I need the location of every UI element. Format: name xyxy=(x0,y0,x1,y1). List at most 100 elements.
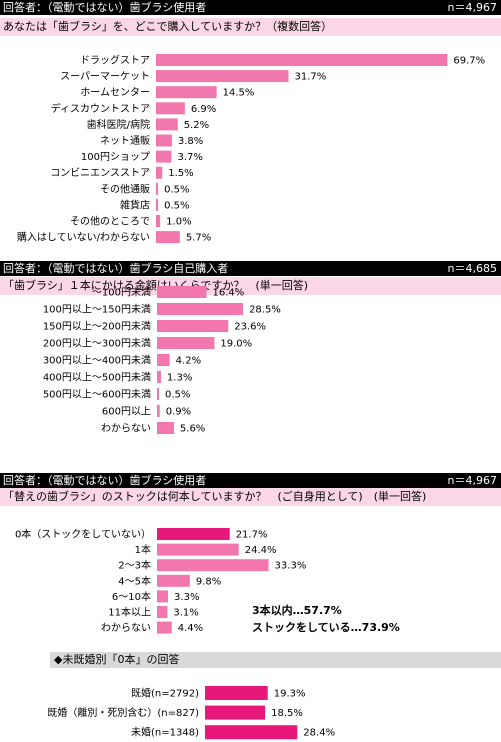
bar xyxy=(157,337,215,349)
summary-within-3: 3本以内…57.7% xyxy=(252,604,342,617)
bar xyxy=(157,574,190,587)
panel-3-header: 回答者：（電動ではない）歯ブラシ使用者 n＝4,967 xyxy=(0,473,501,488)
category-label: 6～10本 xyxy=(112,590,151,603)
category-label: 100円以上～150円未満 xyxy=(43,304,151,316)
chart-price-per-brush: ～100円未満 16.4% 100円以上～150円未満 28.5% 150円以上～200… xyxy=(43,286,281,435)
panel-2-respondents: 回答者：（電動ではない）歯ブラシ自己購入者 xyxy=(3,262,229,275)
bar xyxy=(157,422,174,434)
marital-subheading: ◆未既婚別「0本」の回答 xyxy=(50,652,501,668)
category-label: 既婚(n=2792) xyxy=(131,687,199,700)
category-label: スーパーマーケット xyxy=(60,71,150,83)
bar xyxy=(156,54,448,66)
value-label: 0.9% xyxy=(166,407,191,418)
category-label: わからない xyxy=(101,622,151,634)
chart-purchase-place: ドラッグストア 69.7% スーパーマーケット 31.7% ホームセンター 14.5% ディ… xyxy=(17,54,485,244)
category-label: 既婚（離別・死別含む）(n=827) xyxy=(47,706,199,719)
value-label: 3.1% xyxy=(173,608,198,619)
value-label: 1.3% xyxy=(167,373,192,384)
category-label: コンビニエンスストア xyxy=(50,167,150,179)
value-label: 3.7% xyxy=(177,152,202,163)
value-label: 6.9% xyxy=(191,104,216,115)
category-label: 2～3本 xyxy=(118,559,151,572)
bar xyxy=(157,528,230,540)
bar xyxy=(157,286,207,298)
category-label: 1本 xyxy=(135,543,151,556)
category-label: ドラッグストア xyxy=(80,54,150,67)
value-label: 21.7% xyxy=(236,530,268,541)
bar xyxy=(156,134,172,147)
summary-has-stock: ストックをしている…73.9% xyxy=(252,621,400,634)
category-label: 600円以上 xyxy=(102,406,151,418)
bar xyxy=(156,70,289,83)
bar xyxy=(157,559,269,572)
value-label: 69.7% xyxy=(453,56,485,67)
value-label: 19.3% xyxy=(274,689,306,700)
bar xyxy=(156,182,159,195)
value-label: 28.4% xyxy=(303,728,335,739)
category-label: 100円ショップ xyxy=(81,151,150,163)
chart-stock-count: 0本（ストックをしていない） 21.7% 1本 24.4% 2～3本 33.3% 4～5本 9… xyxy=(15,528,307,635)
value-label: 33.3% xyxy=(275,561,307,572)
value-label: 0.5% xyxy=(165,390,190,401)
bar xyxy=(157,388,159,400)
bar xyxy=(156,86,217,99)
category-label: その他通販 xyxy=(100,182,150,195)
bar xyxy=(157,543,239,556)
panel-3-sample-size: n＝4,967 xyxy=(447,474,497,487)
bar xyxy=(205,686,268,700)
value-label: 23.6% xyxy=(234,322,266,333)
value-label: 16.4% xyxy=(213,288,245,299)
bar xyxy=(157,621,172,634)
panel-1-sample-size: n＝4,967 xyxy=(447,1,497,14)
category-label: 未婚(n=1348) xyxy=(131,726,199,739)
category-label: ディスカウントストア xyxy=(51,102,150,115)
category-label: 150円以上～200円未満 xyxy=(43,321,151,333)
value-label: 0.5% xyxy=(164,184,189,195)
category-label: 200円以上～300円未満 xyxy=(43,338,151,350)
bar xyxy=(157,320,229,332)
value-label: 1.5% xyxy=(168,168,193,179)
panel-3-respondents: 回答者：（電動ではない）歯ブラシ使用者 xyxy=(3,474,207,487)
value-label: 3.8% xyxy=(178,136,203,147)
value-label: 5.6% xyxy=(180,424,205,435)
category-label: ホームセンター xyxy=(80,87,150,99)
value-label: 5.2% xyxy=(184,120,209,131)
value-label: 4.4% xyxy=(178,623,203,634)
panel-3-question: 「替えの歯ブラシ」のストックは何本していますか？ (ご自身用として) (単一回答… xyxy=(0,488,501,506)
category-label: その他のところで xyxy=(70,215,150,228)
bar xyxy=(156,118,178,131)
category-label: 11本以上 xyxy=(108,606,151,619)
value-label: 5.7% xyxy=(186,233,211,244)
category-label: わからない xyxy=(101,423,151,435)
category-label: ～100円未満 xyxy=(92,287,151,299)
bar xyxy=(156,198,159,211)
bar xyxy=(156,150,172,163)
bar xyxy=(157,371,161,383)
value-label: 19.0% xyxy=(220,339,252,350)
chart-zero-stock-by-marital: 既婚(n=2792) 19.3% 既婚（離別・死別含む）(n=827) 18.5% 未婚… xyxy=(47,686,335,740)
value-label: 0.5% xyxy=(164,200,189,211)
bar xyxy=(205,725,298,740)
value-label: 14.5% xyxy=(223,88,255,99)
category-label: ネット通販 xyxy=(100,135,150,147)
value-label: 31.7% xyxy=(295,72,327,83)
panel-2-sample-size: n＝4,685 xyxy=(447,262,497,275)
value-label: 18.5% xyxy=(271,708,303,719)
panel-1-header: 回答者：（電動ではない）歯ブラシ使用者 n＝4,967 xyxy=(0,0,501,15)
bar xyxy=(157,405,160,417)
panel-2-question: 「歯ブラシ」１本にかける金額はいくらですか？ (単一回答) xyxy=(0,277,501,295)
category-label: 4～5本 xyxy=(118,574,151,587)
panel-2-header: 回答者：（電動ではない）歯ブラシ自己購入者 n＝4,685 xyxy=(0,261,501,276)
category-label: 400円以上～500円未満 xyxy=(43,372,151,384)
bar xyxy=(156,102,185,115)
category-label: 雑貨店 xyxy=(120,198,150,211)
value-label: 28.5% xyxy=(249,305,281,316)
category-label: 500円以上～600円未満 xyxy=(43,389,151,401)
bar xyxy=(156,166,163,179)
value-label: 24.4% xyxy=(245,545,277,556)
value-label: 1.0% xyxy=(166,217,191,228)
bar xyxy=(157,606,168,618)
value-label: 9.8% xyxy=(196,576,221,587)
category-label: 300円以上～400円未満 xyxy=(43,355,151,367)
bar xyxy=(156,231,180,244)
